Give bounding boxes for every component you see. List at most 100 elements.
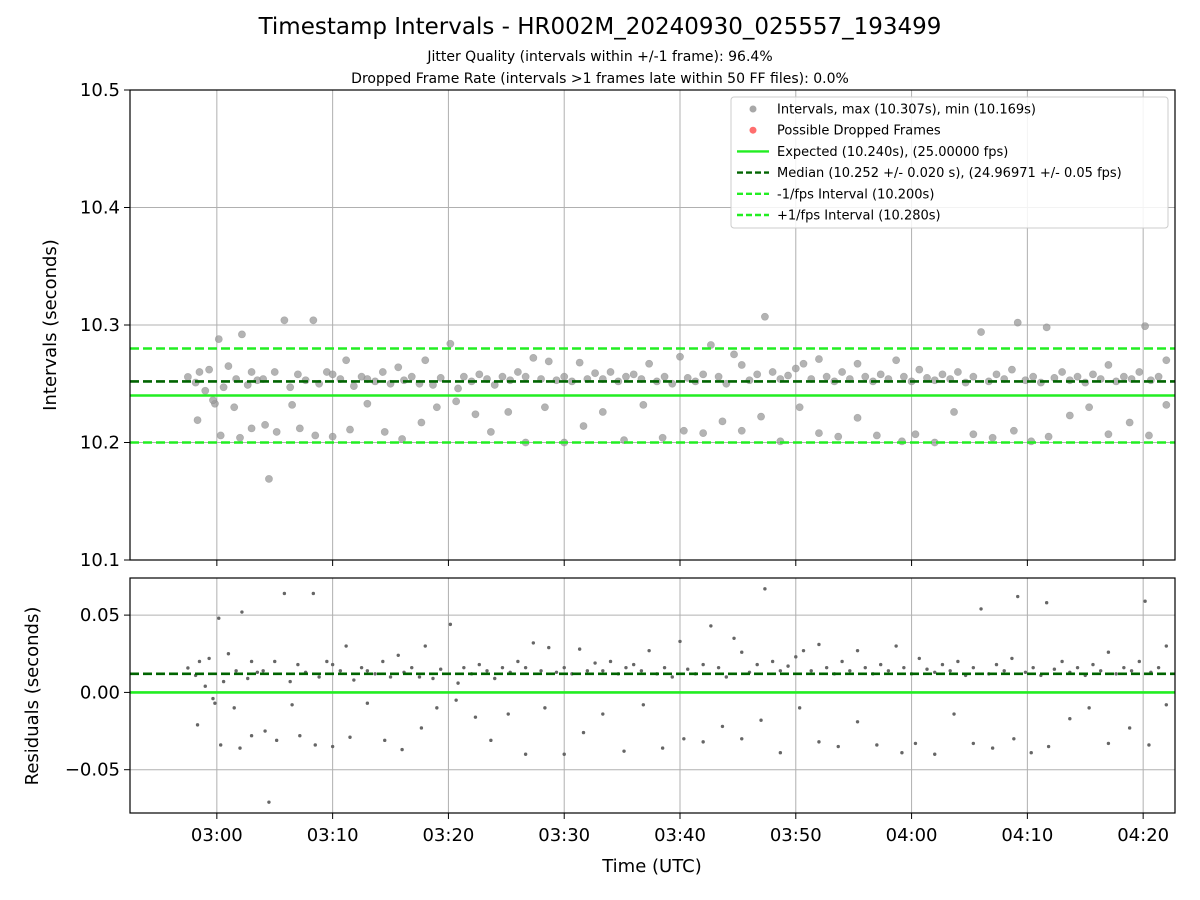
interval-point [1125,418,1134,427]
residual-point [273,659,277,664]
interval-point [529,353,538,362]
interval-point [791,364,800,373]
y-tick-label: 0.05 [80,605,120,626]
interval-point [988,433,997,442]
residual-point [824,665,829,670]
residual-point [373,672,377,676]
residual-point [1031,665,1035,670]
residual-point [848,669,852,673]
residual-point [1012,737,1016,741]
residual-point [311,591,316,596]
x-tick-label: 03:00 [191,825,243,846]
interval-point [201,386,210,395]
residual-point [1087,706,1091,710]
residual-point [601,712,605,716]
residual-point [732,636,736,640]
interval-point [876,370,885,379]
interval-point [270,368,279,376]
residual-point [238,746,242,750]
x-tick-label: 03:30 [538,825,590,846]
residual-point [1091,662,1095,667]
residual-point [383,738,387,743]
interval-point [1065,411,1074,420]
residual-point [855,720,860,724]
interval-point [378,368,387,376]
interval-point [230,403,239,412]
residual-point [701,740,705,744]
residual-point [226,652,231,656]
residual-point [1052,667,1057,671]
interval-point [853,413,862,422]
residual-point [778,751,783,755]
residual-point [778,669,783,673]
residual-point [577,647,582,651]
interval-point [421,356,430,365]
interval-point [838,368,847,376]
interval-point [737,361,746,369]
residual-point [797,706,802,710]
residual-point [288,679,292,684]
residual-point [801,648,806,653]
interval-point [1073,372,1082,381]
residual-point [1060,659,1064,664]
interval-point [417,418,426,427]
residual-point [562,665,566,670]
residual-point [195,723,200,727]
residual-point [763,587,767,591]
interval-point [784,371,792,380]
interval-point [676,352,684,361]
residual-point [593,661,597,665]
y-tick-label: 10.2 [80,433,120,454]
residual-point [925,667,929,671]
interval-point [1104,361,1113,369]
interval-point [541,403,549,412]
interval-point [822,372,831,381]
residual-point [740,650,744,654]
residual-point [539,669,543,673]
residual-point [900,751,904,755]
residual-point [313,743,317,747]
interval-point [761,312,769,321]
interval-point [737,426,746,435]
interval-point [969,430,978,439]
interval-point [1042,323,1051,332]
x-tick-label: 04:10 [1001,825,1053,846]
chart-title: Timestamp Intervals - HR002M_20240930_02… [258,14,942,40]
interval-point [658,433,667,442]
legend-marker [749,105,757,113]
interval-point [328,370,337,379]
residual-point [489,738,493,743]
residual-point [211,696,215,701]
residual-point [855,648,860,653]
residual-point [562,752,566,756]
residual-point [631,662,636,667]
residual-point [863,665,867,670]
interval-point [286,383,295,392]
interval-point [261,420,269,429]
residual-point [817,740,821,744]
interval-point [432,403,441,412]
residual-point [1044,601,1049,605]
interval-point [892,356,901,365]
interval-point [247,424,256,433]
residual-point [506,712,510,716]
residual-point [994,662,999,667]
residual-point [724,675,729,679]
y-tick-label: 10.1 [80,550,120,571]
residual-point [435,706,439,710]
interval-point [394,363,403,372]
residual-point [948,669,952,673]
interval-point [1162,356,1171,365]
interval-point [660,372,669,381]
interval-point [639,400,648,409]
residual-point [817,642,821,647]
residual-point [473,715,478,719]
residual-point [240,610,244,614]
interval-point [1008,365,1016,374]
residual-point [1164,703,1169,707]
interval-point [560,372,569,381]
residual-point [894,644,898,648]
residual-point [1106,650,1111,654]
x-tick-label: 03:20 [422,825,474,846]
interval-point [238,330,246,339]
